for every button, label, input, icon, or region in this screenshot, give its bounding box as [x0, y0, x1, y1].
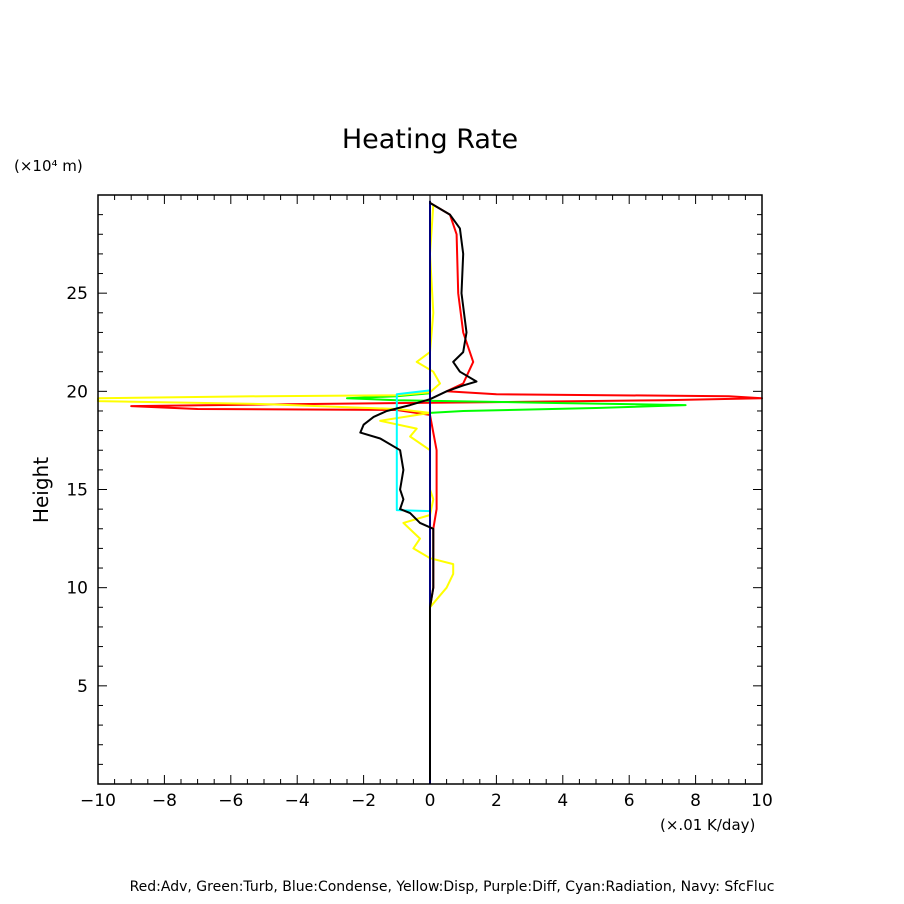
- x-tick-label: −6: [218, 791, 243, 811]
- x-tick-label: 8: [690, 791, 701, 811]
- plot-frame: [97, 194, 763, 785]
- axis-layer: −10 −8 −6 −4 −2 0 2 4 6 8 10 5 10 15 20 25: [66, 195, 773, 811]
- x-tick-label: 10: [751, 791, 773, 811]
- x-axis-unit: (×.01 K/day): [660, 816, 755, 834]
- y-axis-unit: (×10⁴ m): [14, 157, 83, 175]
- series-layer: [97, 200, 763, 784]
- x-tick-label: −4: [285, 791, 310, 811]
- y-tick-label: 5: [77, 677, 88, 697]
- series-line-disp: [97, 204, 455, 608]
- y-tick-label: 15: [66, 481, 88, 501]
- x-tick-label: 0: [425, 791, 436, 811]
- y-tick-label: 20: [66, 382, 88, 402]
- x-tick-label: 2: [491, 791, 502, 811]
- x-tick-label: −10: [80, 791, 116, 811]
- legend: Red:Adv, Green:Turb, Blue:Condense, Yell…: [130, 879, 775, 895]
- y-tick-label: 10: [66, 579, 88, 599]
- x-tick-label: 6: [624, 791, 635, 811]
- x-tick-label: −2: [351, 791, 376, 811]
- chart-title: Heating Rate: [342, 124, 518, 155]
- x-tick-label: 4: [557, 791, 568, 811]
- y-tick-label: 25: [66, 284, 88, 304]
- series-line-total: [359, 202, 478, 781]
- y-axis-label: Height: [29, 457, 53, 523]
- series-line-adv: [130, 202, 763, 781]
- x-tick-label: −8: [152, 791, 177, 811]
